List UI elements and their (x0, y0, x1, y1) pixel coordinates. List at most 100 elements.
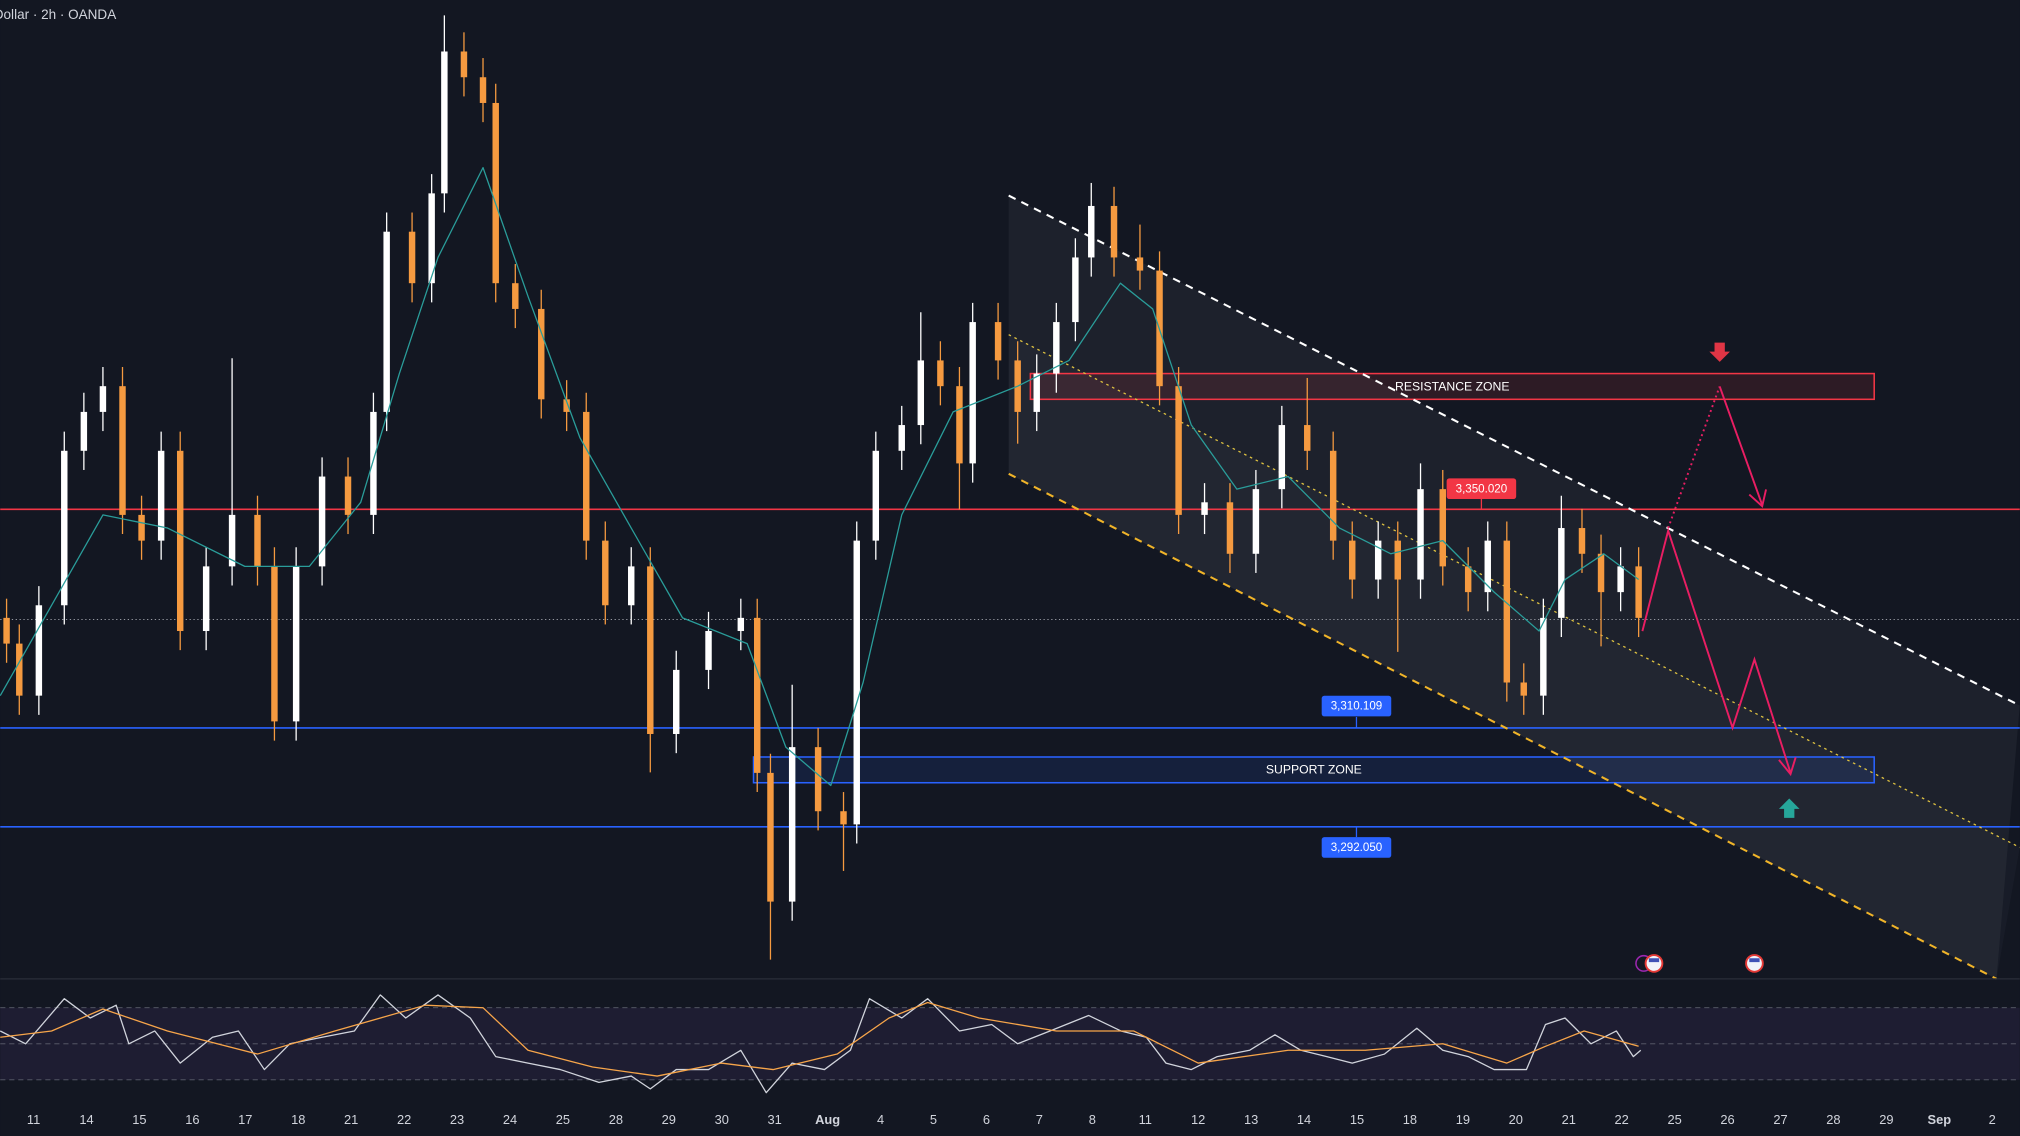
candle-body (1201, 502, 1208, 515)
candle-body (583, 411, 590, 541)
projection-path (1641, 527, 1792, 774)
x-tick-label: 6 (983, 1112, 990, 1127)
zone-label: SUPPORT ZONE (1266, 763, 1362, 777)
x-tick-label: 26 (1720, 1112, 1734, 1127)
candle-body (1175, 386, 1182, 515)
candle-body (1053, 322, 1060, 374)
candle-body (1072, 257, 1079, 323)
candle-body (1464, 566, 1472, 593)
candle-body (969, 322, 976, 464)
x-tick-label: 29 (1879, 1112, 1893, 1127)
candle-body (898, 425, 905, 451)
candle-body (956, 386, 963, 464)
candle-body (1252, 489, 1260, 554)
candle-body (1110, 205, 1118, 258)
candle-body (563, 399, 570, 412)
candle-body (602, 540, 609, 606)
candle-body (1597, 553, 1605, 593)
candle-body (767, 772, 774, 902)
x-tick-label: 16 (185, 1112, 199, 1127)
event-icon (1745, 954, 1764, 973)
candle-body (80, 411, 88, 451)
candle-body (138, 514, 145, 541)
candle-body (673, 669, 680, 734)
candle-body (408, 231, 416, 284)
x-tick-label: 18 (291, 1112, 305, 1127)
candle-body (228, 514, 236, 567)
level-label-box (1321, 695, 1392, 717)
channel-fill (1008, 334, 2020, 979)
zone (752, 756, 1875, 784)
candle-body (1349, 540, 1356, 580)
x-tick-label: 13 (1244, 1112, 1258, 1127)
x-tick-label: 17 (238, 1112, 252, 1127)
level-label: 3,310.109 (1331, 701, 1383, 713)
candle-body (1088, 205, 1095, 258)
up-arrow-icon (1778, 798, 1800, 818)
x-tick-label: 15 (1350, 1112, 1364, 1127)
candle-body (853, 540, 860, 825)
candle-body (344, 476, 352, 515)
candle-body (1635, 566, 1642, 618)
candle-body (1578, 528, 1586, 554)
x-tick-label: 11 (27, 1112, 40, 1127)
x-tick-label: 27 (1773, 1112, 1787, 1127)
x-tick-label: Aug (815, 1112, 840, 1127)
projection-arrowhead (1748, 489, 1767, 508)
level-label-box (1321, 837, 1392, 858)
candle-body (16, 643, 23, 696)
chart-title: Dollar · 2h · OANDA (0, 7, 116, 22)
zone (1029, 372, 1875, 401)
candle-body (737, 617, 745, 632)
candle-body (318, 476, 326, 567)
candle-body (1417, 489, 1424, 580)
x-tick-label: 8 (1089, 1112, 1096, 1127)
candle-body (61, 450, 68, 606)
x-tick-label: 31 (768, 1112, 782, 1127)
candle-body (157, 450, 165, 541)
candle-body (647, 566, 654, 734)
x-tick-label: 20 (1509, 1112, 1523, 1127)
candle-body (872, 450, 880, 541)
candle-body (1374, 540, 1382, 580)
candle-body (705, 631, 712, 670)
projection-path (1718, 386, 1764, 506)
candle-body (3, 617, 10, 644)
candle-body (441, 51, 448, 194)
candle-body (994, 322, 1002, 361)
candle-body (754, 617, 761, 773)
x-tick-label: 25 (1667, 1112, 1681, 1127)
rsi-line (0, 994, 1642, 1094)
x-tick-label: 14 (79, 1112, 93, 1127)
x-tick-label: 11 (1139, 1112, 1152, 1127)
x-tick-label: 23 (450, 1112, 464, 1127)
moving-average (0, 166, 1640, 787)
candle-body (383, 231, 390, 412)
x-tick-label: 28 (609, 1112, 623, 1127)
candle-body (1278, 425, 1286, 490)
candle-body (1540, 617, 1547, 696)
candle-body (119, 386, 126, 515)
candle-body (1329, 450, 1337, 541)
event-flag (1648, 958, 1660, 963)
x-tick-label: 24 (503, 1112, 517, 1127)
level-label-box (1446, 478, 1517, 499)
x-tick-label: 21 (1562, 1112, 1576, 1127)
zone-label: RESISTANCE ZONE (1395, 379, 1510, 393)
candle-body (1617, 566, 1624, 593)
x-tick-label: 29 (662, 1112, 676, 1127)
main-layer: 11 14 15 16 17 18 21 22 23 24 25 28 29 30 31 Aug 4 5 6 7 8 11… (0, 15, 2020, 1127)
x-tick-label: 5 (930, 1112, 937, 1127)
candle-body (292, 566, 300, 722)
candle-body (788, 747, 796, 902)
x-tick-label: 30 (715, 1112, 729, 1127)
x-tick-label: 22 (1615, 1112, 1629, 1127)
x-tick-label: 14 (1297, 1112, 1311, 1127)
candle-body (1520, 682, 1527, 696)
x-tick-label: 4 (877, 1112, 884, 1127)
candle-body (176, 450, 184, 632)
candle-body (1226, 502, 1234, 554)
candle-body (428, 193, 435, 284)
